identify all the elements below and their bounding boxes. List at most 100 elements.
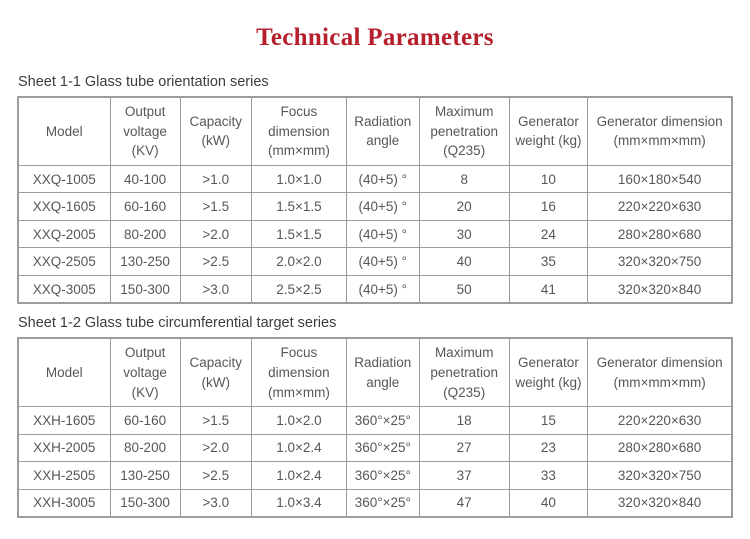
table-cell: 150-300 <box>109 488 181 518</box>
table-cell: 280×280×680 <box>587 433 733 463</box>
table-cell: 50 <box>418 274 510 304</box>
column-header: Generator weight (kg) <box>508 96 589 166</box>
table-caption: Sheet 1-1 Glass tube orientation series <box>18 74 269 90</box>
table-cell: XXQ-2005 <box>17 219 111 249</box>
table-cell: >2.0 <box>179 219 252 249</box>
table-cell: XXH-2005 <box>17 433 111 463</box>
table-body: XXQ-1005 40-100 >1.0 1.0×1.0 (40+5) ° 8 10 160×… <box>17 164 733 304</box>
table-caption: Sheet 1-2 Glass tube circumferential tar… <box>18 315 337 332</box>
column-header: Radiation angle <box>345 96 420 166</box>
table-cell: 47 <box>418 488 510 518</box>
table-row: XXH-2505 130-250 >2.5 1.0×2.4 360°×25° 37 33 32… <box>17 461 733 490</box>
table-row: XXH-2005 80-200 >2.0 1.0×2.4 360°×25° 27 23 280… <box>17 433 733 463</box>
table-cell: >2.5 <box>179 461 252 490</box>
table-cell: 40 <box>418 247 510 276</box>
table-cell: 41 <box>508 274 589 304</box>
table-row: XXQ-3005 150-300 >3.0 2.5×2.5 (40+5) ° 50 41 32… <box>17 274 733 304</box>
table-cell: 2.0×2.0 <box>250 247 347 276</box>
column-header: Output voltage (KV) <box>109 96 181 166</box>
table-cell: 360°×25° <box>345 406 420 435</box>
column-header: Generator dimension (mm×mm×mm) <box>587 96 733 166</box>
table-cell: 150-300 <box>109 274 181 304</box>
table-row: XXQ-1005 40-100 >1.0 1.0×1.0 (40+5) ° 8 10 160×… <box>17 164 733 194</box>
table-cell: 2.5×2.5 <box>250 274 347 304</box>
table-cell: (40+5) ° <box>345 219 420 249</box>
header-row: Model Output voltage (KV) Capacity (kW) Foc… <box>17 96 733 166</box>
table-cell: >3.0 <box>179 488 252 518</box>
table-cell: 80-200 <box>109 433 181 463</box>
table-cell: 1.0×2.0 <box>250 406 347 435</box>
table-cell: 35 <box>508 247 589 276</box>
table-cell: XXQ-1005 <box>17 164 111 194</box>
table-header: Model Output voltage (KV) Capacity (kW) Foc… <box>17 96 733 166</box>
parameters-table-circumferential: Model Output voltage (KV) Capacity (kW) Foc… <box>17 337 733 519</box>
table-cell: 60-160 <box>109 192 181 221</box>
parameters-table-orientation: Model Output voltage (KV) Capacity (kW) Foc… <box>17 96 733 305</box>
column-header: Capacity (kW) <box>179 96 252 166</box>
sheet-1-section: Sheet 1-1 Glass tube orientation series … <box>17 73 733 305</box>
column-header: Generator dimension (mm×mm×mm) <box>587 337 733 408</box>
table-cell: XXQ-1605 <box>17 192 111 221</box>
table-cell: 160×180×540 <box>587 164 733 194</box>
table-row: XXQ-1605 60-160 >1.5 1.5×1.5 (40+5) ° 20 16 220… <box>17 192 733 221</box>
column-header: Maximum penetration (Q235) <box>418 96 510 166</box>
table-cell: 360°×25° <box>345 488 420 518</box>
table-cell: >1.0 <box>179 164 252 194</box>
table-cell: 320×320×750 <box>587 247 733 276</box>
column-header: Focus dimension (mm×mm) <box>250 337 347 408</box>
table-cell: >1.5 <box>179 192 252 221</box>
table-cell: 24 <box>508 219 589 249</box>
table-cell: 37 <box>418 461 510 490</box>
table-cell: 60-160 <box>109 406 181 435</box>
table-row: XXH-3005 150-300 >3.0 1.0×3.4 360°×25° 47 40 32… <box>17 488 733 518</box>
column-header: Model <box>17 96 111 166</box>
table-cell: 320×320×840 <box>587 274 733 304</box>
column-header: Generator weight (kg) <box>508 337 589 408</box>
table-cell: 1.0×2.4 <box>250 433 347 463</box>
table-cell: (40+5) ° <box>345 247 420 276</box>
header-row: Model Output voltage (KV) Capacity (kW) Foc… <box>17 337 733 408</box>
table-cell: 15 <box>508 406 589 435</box>
table-body: XXH-1605 60-160 >1.5 1.0×2.0 360°×25° 18 15 220… <box>17 406 733 518</box>
table-cell: 1.0×2.4 <box>250 461 347 490</box>
table-cell: 8 <box>418 164 510 194</box>
table-cell: 1.0×1.0 <box>250 164 347 194</box>
table-cell: XXH-2505 <box>17 461 111 490</box>
column-header: Model <box>17 337 111 408</box>
sheet-2-section: Sheet 1-2 Glass tube circumferential tar… <box>17 314 733 519</box>
table-cell: 27 <box>418 433 510 463</box>
column-header: Capacity (kW) <box>179 337 252 408</box>
column-header: Maximum penetration (Q235) <box>418 337 510 408</box>
table-cell: 40-100 <box>109 164 181 194</box>
table-cell: 23 <box>508 433 589 463</box>
table-cell: XXQ-2505 <box>17 247 111 276</box>
table-cell: >3.0 <box>179 274 252 304</box>
table-cell: 30 <box>418 219 510 249</box>
column-header: Radiation angle <box>345 337 420 408</box>
table-cell: 1.0×3.4 <box>250 488 347 518</box>
table-row: XXH-1605 60-160 >1.5 1.0×2.0 360°×25° 18 15 220… <box>17 406 733 435</box>
table-cell: XXH-3005 <box>17 488 111 518</box>
table-cell: 80-200 <box>109 219 181 249</box>
page-title: Technical Parameters <box>256 24 494 51</box>
table-cell: 320×320×750 <box>587 461 733 490</box>
table-cell: 220×220×630 <box>587 192 733 221</box>
table-cell: 280×280×680 <box>587 219 733 249</box>
table-cell: (40+5) ° <box>345 192 420 221</box>
table-cell: 10 <box>508 164 589 194</box>
table-cell: >2.5 <box>179 247 252 276</box>
table-cell: (40+5) ° <box>345 274 420 304</box>
table-cell: 18 <box>418 406 510 435</box>
table-cell: 360°×25° <box>345 461 420 490</box>
table-cell: 1.5×1.5 <box>250 192 347 221</box>
table-cell: 360°×25° <box>345 433 420 463</box>
table-cell: >2.0 <box>179 433 252 463</box>
table-cell: (40+5) ° <box>345 164 420 194</box>
table-cell: 16 <box>508 192 589 221</box>
table-cell: 220×220×630 <box>587 406 733 435</box>
table-cell: 40 <box>508 488 589 518</box>
table-cell: 33 <box>508 461 589 490</box>
column-header: Output voltage (KV) <box>109 337 181 408</box>
table-cell: 20 <box>418 192 510 221</box>
